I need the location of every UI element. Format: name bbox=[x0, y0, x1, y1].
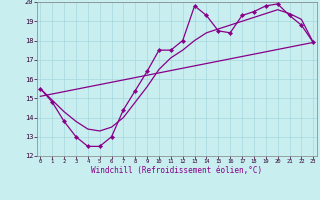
X-axis label: Windchill (Refroidissement éolien,°C): Windchill (Refroidissement éolien,°C) bbox=[91, 166, 262, 175]
